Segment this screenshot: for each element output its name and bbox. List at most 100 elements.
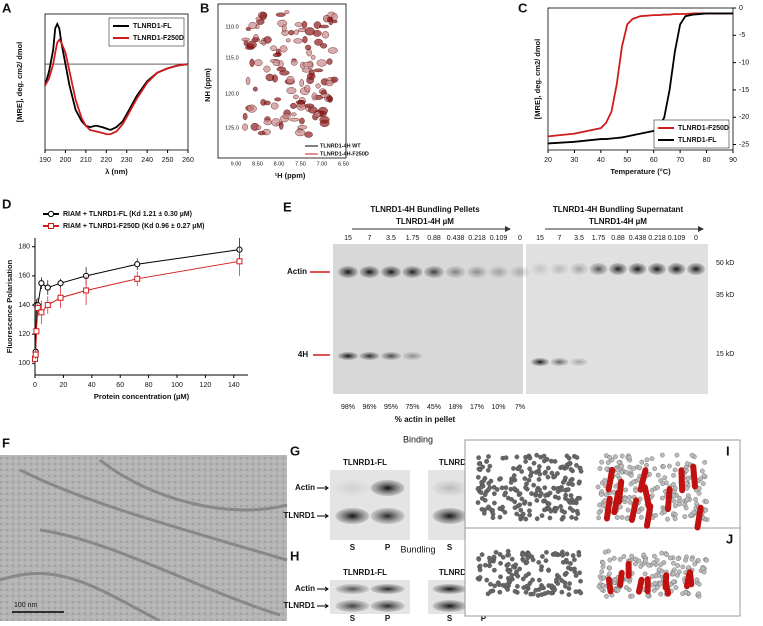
x-tick-label: 80	[145, 382, 153, 389]
atom	[515, 573, 521, 579]
atom	[559, 578, 564, 583]
atom	[511, 473, 517, 478]
peak	[299, 117, 305, 125]
atom	[572, 566, 577, 572]
band	[432, 480, 467, 496]
atom	[657, 581, 663, 587]
marker	[44, 302, 51, 309]
atom	[559, 516, 565, 522]
band	[424, 266, 444, 278]
band	[370, 584, 405, 594]
peak	[293, 38, 303, 44]
atom	[600, 582, 606, 588]
atom	[671, 579, 677, 584]
peak	[281, 24, 287, 33]
peak	[326, 95, 333, 102]
lane-label: 0.88	[427, 235, 441, 242]
atom	[514, 511, 520, 517]
percent-label: 95%	[384, 404, 398, 411]
atom	[682, 514, 688, 519]
peak	[242, 123, 248, 131]
atom	[651, 588, 657, 593]
peak	[289, 117, 300, 122]
atom	[525, 583, 531, 589]
atom	[658, 562, 664, 568]
peak	[304, 103, 315, 108]
peak	[249, 58, 255, 68]
lane-label: S	[350, 614, 356, 621]
atom	[573, 498, 579, 504]
atom	[700, 481, 706, 486]
peak	[294, 22, 303, 27]
peak	[286, 87, 297, 95]
atom	[599, 587, 605, 592]
atom	[503, 490, 508, 496]
x-tick-label: 220	[100, 157, 112, 164]
atom	[577, 465, 583, 471]
band	[338, 352, 358, 360]
series-line	[44, 21, 189, 131]
atom	[577, 495, 582, 501]
atom	[523, 589, 529, 595]
x-tick-label: 30	[571, 157, 579, 164]
atom	[643, 557, 648, 563]
series-line	[44, 38, 189, 136]
panel-label: C	[518, 0, 528, 15]
lane-label: 15	[536, 235, 544, 242]
band	[335, 600, 370, 612]
atom	[566, 455, 572, 461]
atom	[527, 455, 533, 461]
atom	[654, 585, 660, 591]
y-tick-label: 115.0	[225, 55, 238, 61]
atom	[672, 516, 678, 522]
x-tick-label: 8.50	[252, 161, 263, 167]
peak	[331, 12, 338, 21]
atom	[541, 453, 547, 459]
band	[667, 263, 686, 275]
atom	[603, 492, 609, 498]
atom	[569, 497, 575, 502]
atom	[476, 556, 482, 562]
helix	[637, 467, 649, 493]
atom	[511, 466, 516, 471]
atom	[604, 593, 609, 599]
atom	[564, 551, 570, 557]
atom	[672, 567, 677, 573]
atom	[492, 500, 497, 506]
atom	[607, 571, 612, 577]
gel-title: TLNRD1-4H Bundling Supernatant	[553, 205, 684, 214]
peak	[256, 125, 262, 130]
legend-label: TLNRD1-F250D	[678, 125, 729, 132]
atom	[596, 584, 602, 589]
legend-label: TLNRD1-FL	[678, 137, 717, 144]
atom	[605, 460, 611, 465]
atom	[623, 585, 629, 590]
atom	[565, 487, 571, 492]
peak	[254, 59, 263, 67]
peak	[321, 31, 330, 39]
peak	[241, 37, 250, 42]
atom	[523, 573, 529, 579]
atom	[492, 491, 497, 496]
peak	[274, 97, 282, 102]
atom	[505, 587, 510, 592]
atom	[502, 509, 508, 515]
band-label: Actin	[295, 584, 315, 593]
atom	[595, 484, 601, 490]
lane-label: 0	[694, 235, 698, 242]
arrow-head	[505, 226, 511, 232]
band	[370, 480, 405, 496]
peak	[310, 54, 316, 60]
atom	[619, 469, 624, 475]
series-line	[34, 260, 240, 360]
y-tick-label: -10	[739, 59, 749, 66]
atom	[543, 493, 548, 498]
atom	[498, 560, 503, 566]
atom	[573, 573, 579, 578]
lane-label: 0.438	[447, 235, 465, 242]
x-tick-label: 70	[676, 157, 684, 164]
y-tick-label: 160	[18, 273, 30, 280]
atom	[615, 473, 620, 478]
peak	[311, 92, 317, 101]
band	[550, 263, 569, 275]
